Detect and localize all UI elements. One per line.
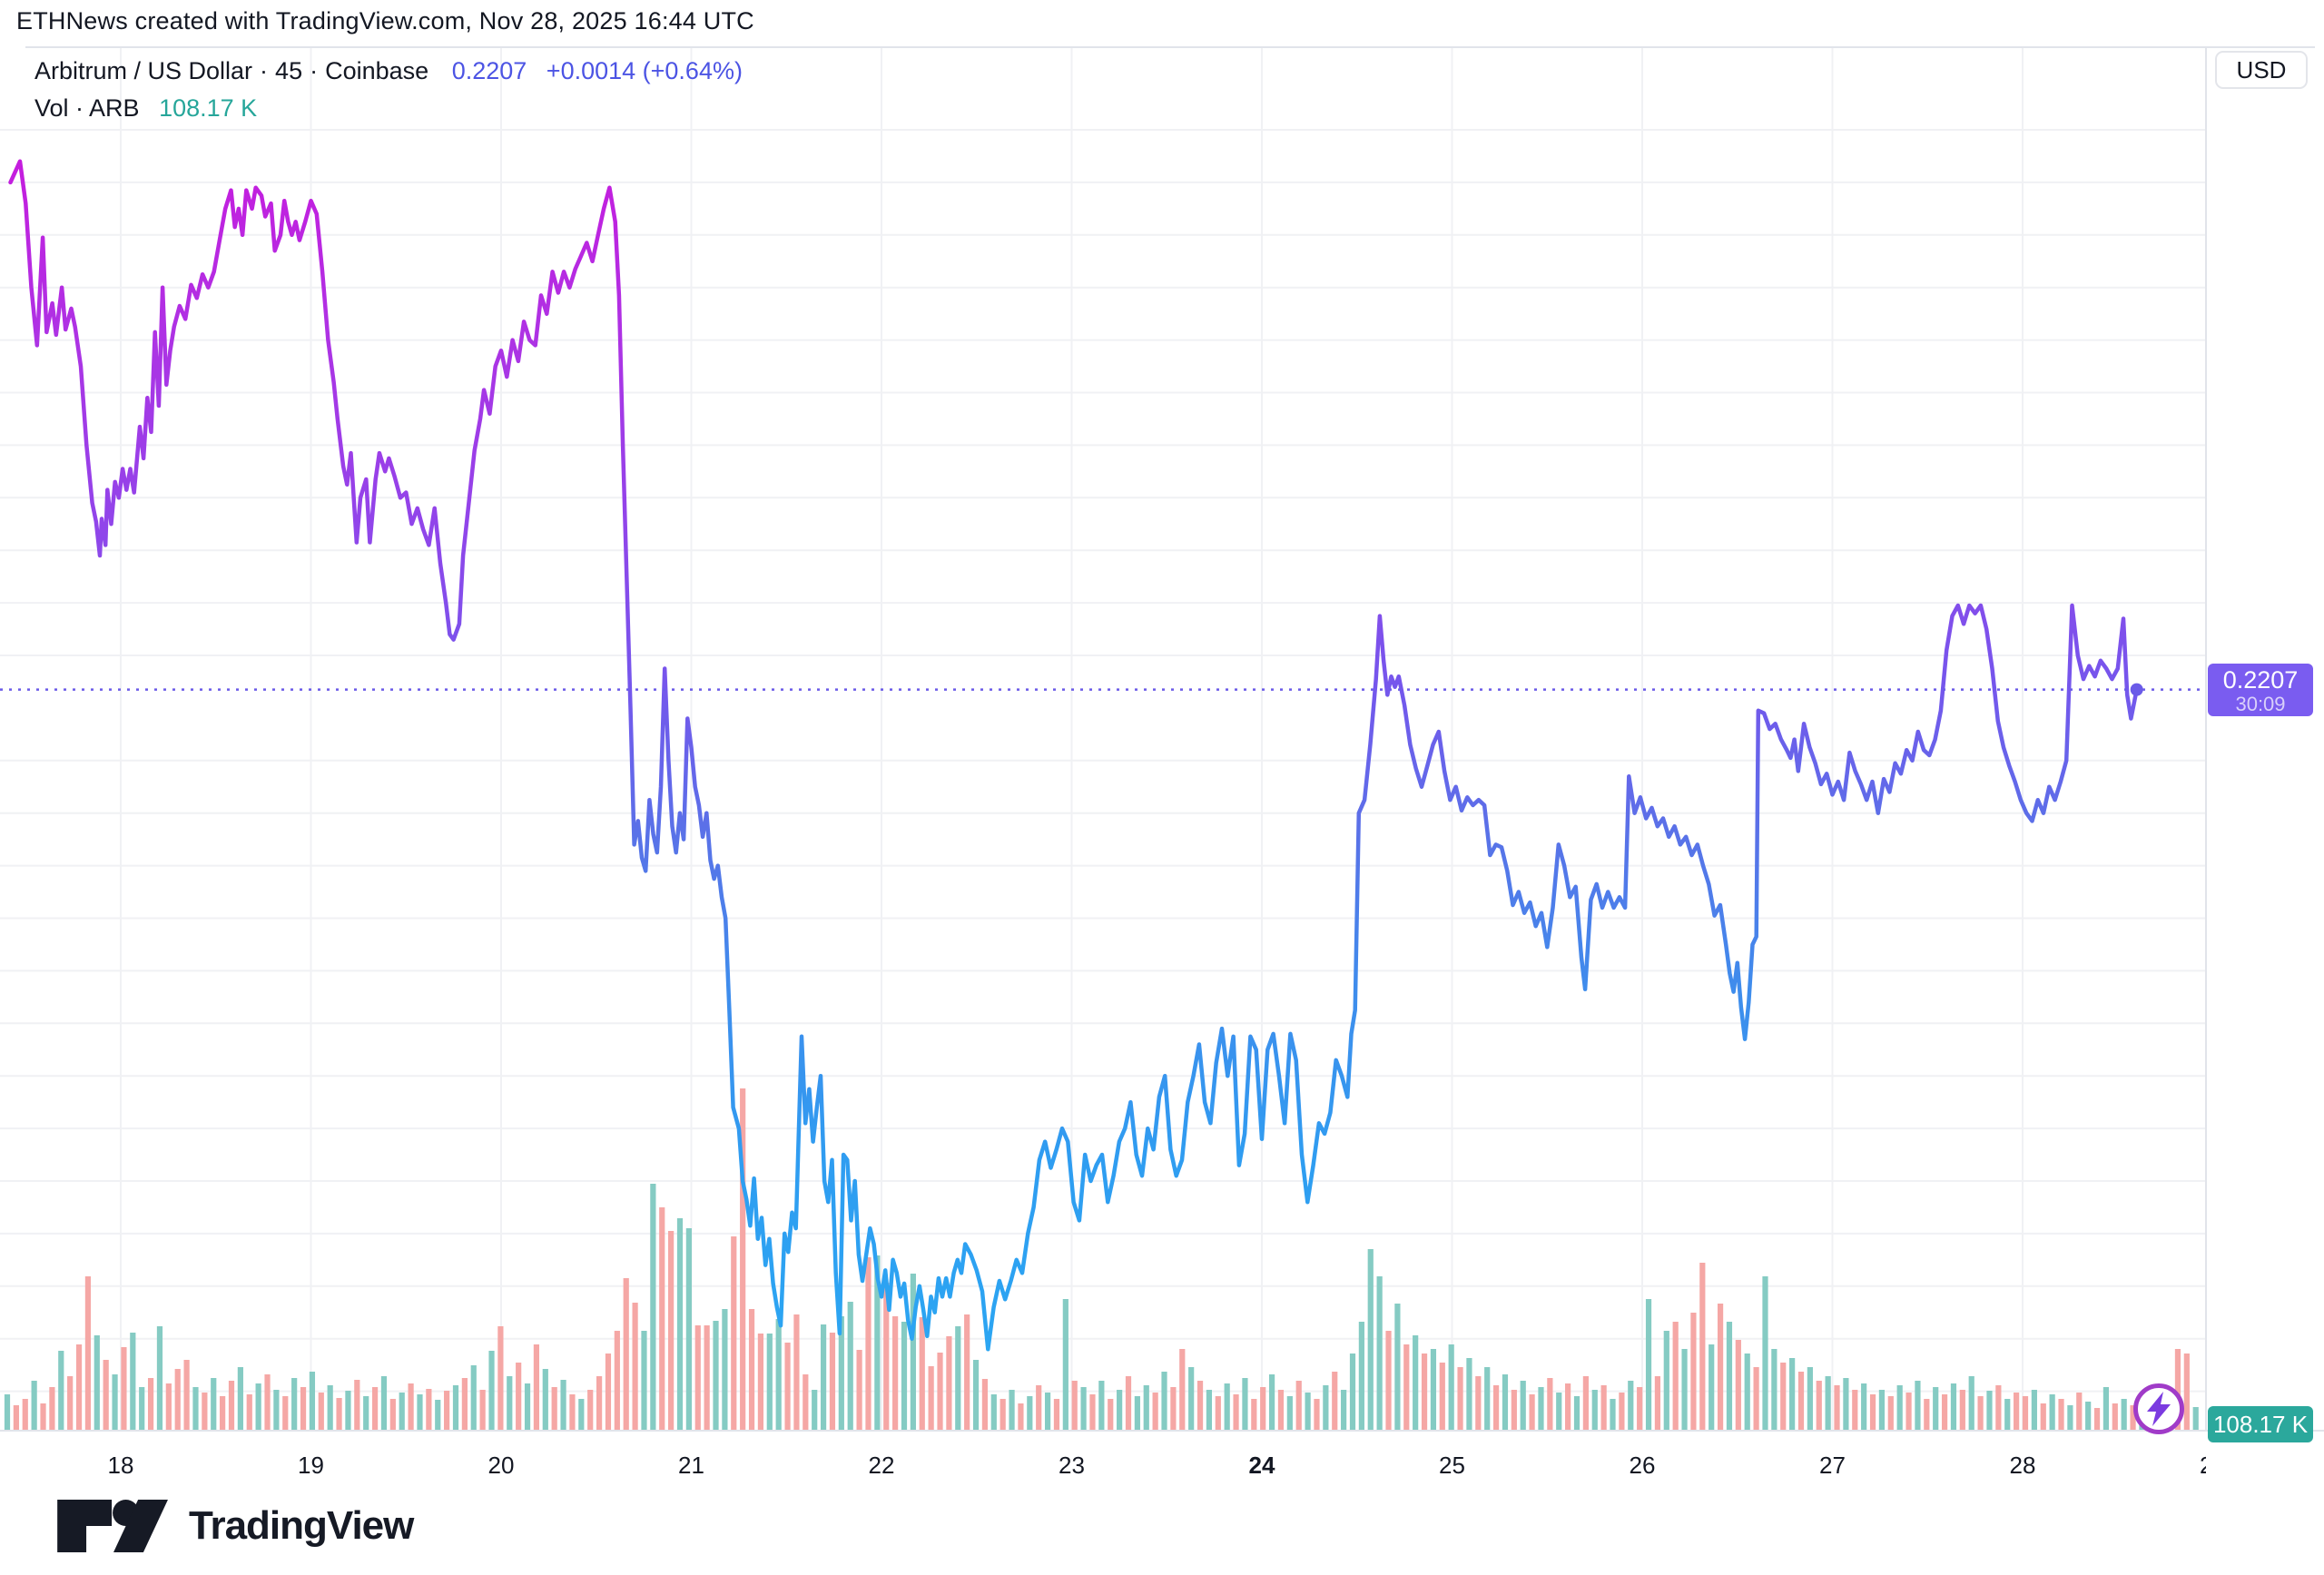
- bar-countdown: 30:09: [2235, 692, 2286, 715]
- current-price-badge: 0.2207 30:09: [2208, 663, 2313, 716]
- volume-label: Vol · ARB: [34, 94, 140, 122]
- time-axis-label: 23: [1059, 1452, 1085, 1479]
- time-axis-label: 21: [678, 1452, 704, 1479]
- tradingview-logo[interactable]: TradingView: [56, 1500, 414, 1552]
- lightning-button[interactable]: [2133, 1383, 2184, 1434]
- time-axis-label: 28: [2009, 1452, 2036, 1479]
- time-axis-label: 20: [487, 1452, 515, 1479]
- currency-usd-button[interactable]: USD: [2215, 51, 2308, 89]
- tradingview-logo-icon: [57, 1500, 168, 1552]
- time-axis-label: 29: [2200, 1447, 2206, 1483]
- current-price-value: 0.2207: [2222, 665, 2299, 694]
- volume-badge: 108.17 K: [2208, 1406, 2313, 1442]
- price-axis[interactable]: 0.24200.24000.23800.23600.23400.23200.23…: [2206, 47, 2324, 1431]
- tradingview-wordmark: TradingView: [189, 1503, 414, 1548]
- page-title: ETHNews created with TradingView.com, No…: [16, 7, 754, 34]
- legend-row-volume: Vol · ARB 108.17 K: [34, 92, 743, 124]
- time-axis-label: 22: [868, 1452, 895, 1479]
- time-axis-label: 26: [1629, 1452, 1656, 1479]
- time-axis-label: 19: [298, 1452, 324, 1479]
- legend-row-symbol: Arbitrum / US Dollar · 45 · Coinbase 0.2207 …: [34, 54, 743, 87]
- symbol-title[interactable]: Arbitrum / US Dollar · 45 · Coinbase: [34, 57, 429, 84]
- volume-value: 108.17 K: [159, 94, 258, 122]
- time-axis-label: 27: [1819, 1452, 1846, 1479]
- legend-last-price: 0.2207: [451, 57, 527, 84]
- time-axis-label: 25: [1439, 1452, 1465, 1479]
- time-axis-label: 18: [107, 1452, 134, 1479]
- lightning-icon: [2147, 1392, 2171, 1426]
- time-axis[interactable]: 18 19 20 21 22 23 24 25 26 27 28 29: [0, 1447, 2206, 1483]
- time-axis-label: 24: [1248, 1452, 1275, 1479]
- legend-change: +0.0014 (+0.64%): [546, 57, 743, 84]
